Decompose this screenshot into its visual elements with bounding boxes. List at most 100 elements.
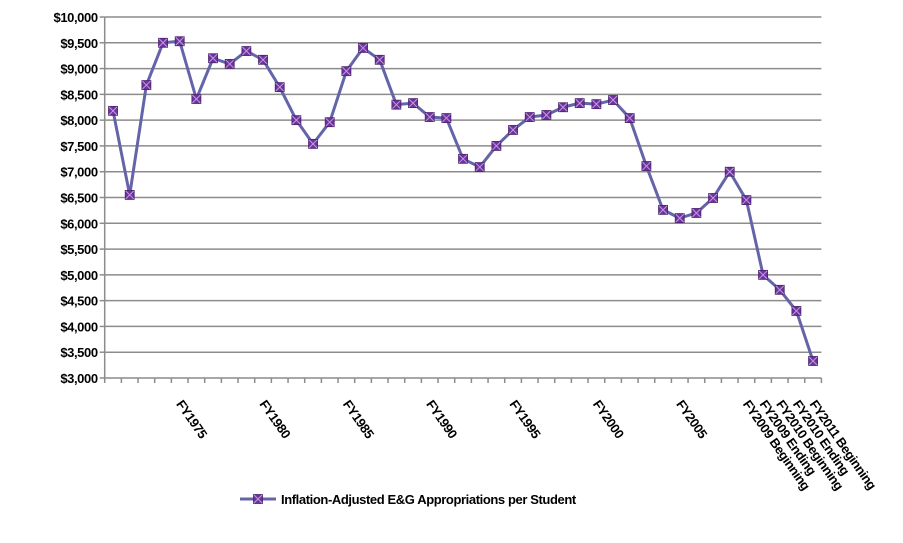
marker-cross — [158, 38, 168, 48]
marker — [253, 494, 263, 504]
marker-cross — [775, 285, 785, 295]
marker — [474, 162, 485, 172]
marker — [324, 117, 335, 128]
marker — [524, 112, 535, 122]
marker — [708, 193, 718, 203]
marker — [191, 94, 202, 104]
marker — [124, 190, 135, 200]
marker-cross — [392, 100, 401, 110]
marker-cross — [175, 36, 185, 46]
marker-cross — [275, 82, 285, 92]
x-tick-label: FY1990 — [423, 397, 460, 441]
marker-cross — [575, 98, 585, 108]
marker — [691, 208, 702, 218]
marker — [141, 80, 152, 90]
marker — [758, 269, 768, 280]
marker-cross — [658, 205, 668, 215]
marker-cross — [258, 55, 268, 65]
marker-cross — [642, 161, 651, 171]
marker-cross — [458, 154, 468, 164]
marker-cross — [758, 270, 768, 280]
y-tick-label: $9,000 — [60, 62, 98, 77]
marker — [341, 66, 352, 77]
y-tick-label: $4,000 — [60, 319, 98, 334]
x-tick-label: FY1985 — [340, 397, 377, 441]
marker — [674, 213, 685, 224]
data-line — [111, 39, 815, 362]
marker — [741, 195, 752, 205]
marker-cross — [225, 59, 235, 69]
marker — [508, 125, 518, 135]
marker — [374, 54, 385, 65]
marker — [241, 46, 252, 56]
marker-cross — [725, 167, 735, 177]
marker-cross — [558, 102, 568, 112]
marker-cross — [442, 113, 451, 123]
x-tick-label: FY1995 — [507, 397, 544, 441]
y-tick-label: $10,000 — [53, 10, 97, 25]
y-tick-label: $6,000 — [60, 216, 98, 231]
marker-cross — [242, 46, 251, 56]
marker-cross — [425, 112, 435, 122]
marker — [591, 99, 602, 110]
marker-cross — [475, 162, 485, 172]
marker-cross — [692, 208, 701, 218]
x-tick-label: FY2000 — [590, 397, 627, 441]
marker-cross — [192, 94, 201, 104]
y-tick-label: $7,000 — [60, 165, 98, 180]
marker — [291, 115, 302, 126]
marker-cross — [625, 113, 635, 123]
marker — [641, 161, 652, 171]
marker-cross — [142, 80, 151, 90]
marker — [541, 110, 552, 120]
marker-cross — [375, 55, 385, 65]
marker — [408, 98, 418, 109]
marker-cross — [292, 115, 301, 125]
y-tick-label: $3,000 — [60, 371, 98, 386]
marker — [258, 54, 268, 65]
marker-cross — [708, 193, 718, 203]
y-tick-label: $9,500 — [60, 36, 98, 51]
y-tick-label: $8,000 — [60, 113, 98, 128]
marker — [658, 204, 668, 215]
marker-cross — [592, 99, 601, 109]
marker — [224, 59, 235, 69]
marker-cross — [408, 98, 418, 108]
marker — [491, 141, 502, 151]
marker — [308, 138, 318, 149]
marker-cross — [492, 141, 501, 151]
y-tick-label: $4,500 — [60, 294, 98, 309]
marker — [274, 82, 285, 93]
marker-cross — [308, 139, 318, 149]
marker-cross — [325, 117, 335, 127]
marker-cross — [808, 356, 818, 366]
marker — [774, 284, 785, 295]
x-tick-label: FY2005 — [673, 397, 710, 441]
marker — [574, 98, 585, 109]
marker — [358, 43, 368, 53]
y-tick-label: $5,000 — [60, 268, 98, 283]
marker — [391, 99, 402, 110]
marker-cross — [358, 43, 368, 53]
marker — [108, 105, 118, 116]
marker — [174, 36, 185, 47]
marker-cross — [525, 112, 535, 122]
x-tick-label: FY1980 — [257, 397, 294, 441]
marker-cross — [675, 213, 685, 223]
marker — [424, 112, 435, 122]
marker — [791, 306, 802, 316]
marker-cross — [508, 125, 518, 135]
marker-cross — [792, 306, 801, 316]
marker — [724, 166, 735, 177]
y-tick-label: $5,500 — [60, 242, 98, 257]
y-tick-label: $8,500 — [60, 87, 98, 102]
marker — [558, 102, 568, 113]
legend-label: Inflation-Adjusted E&G Appropriations pe… — [281, 492, 577, 507]
marker — [808, 356, 818, 366]
marker — [458, 153, 468, 164]
marker-cross — [742, 195, 751, 205]
marker — [208, 53, 218, 64]
y-tick-label: $7,500 — [60, 139, 98, 154]
marker-cross — [125, 190, 135, 200]
marker-cross — [208, 53, 218, 63]
